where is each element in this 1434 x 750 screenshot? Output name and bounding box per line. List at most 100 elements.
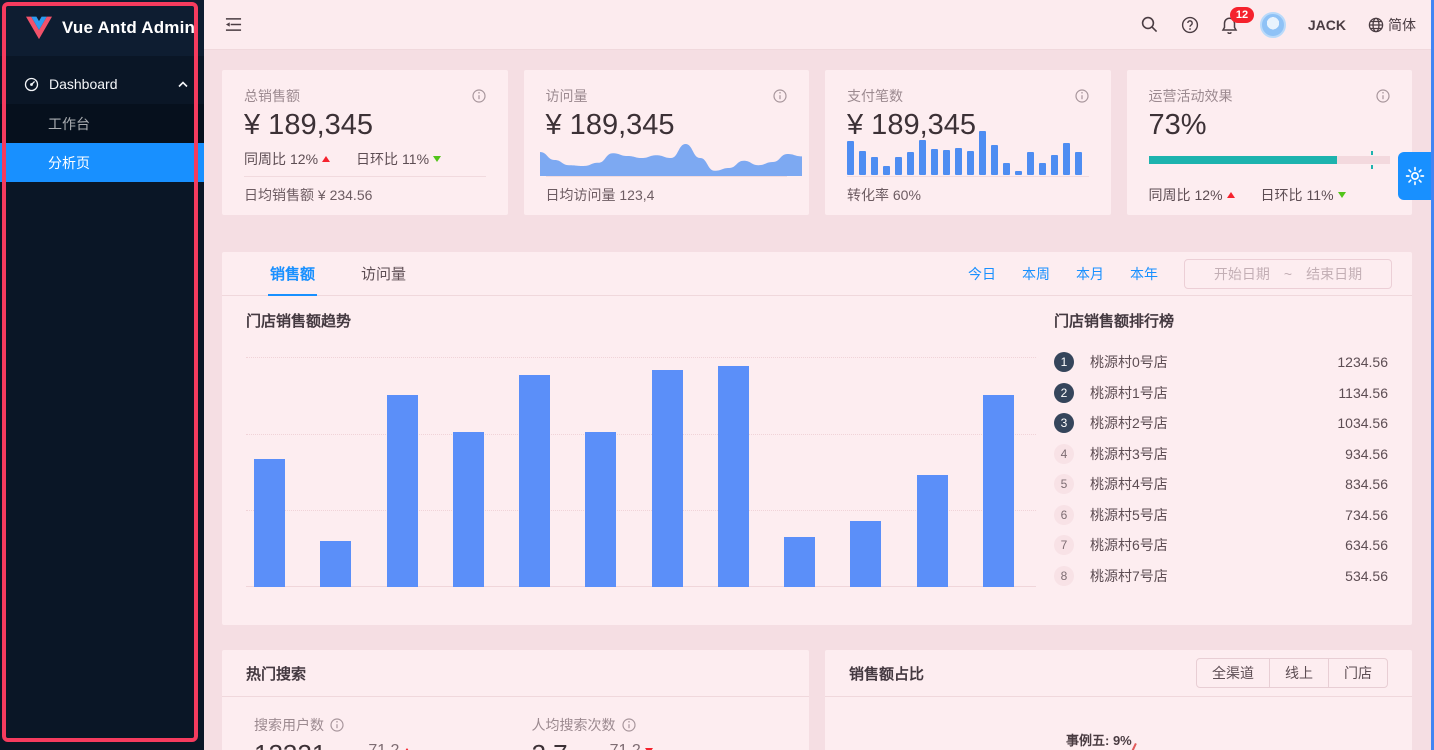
channel-option-全渠道[interactable]: 全渠道 xyxy=(1196,658,1270,688)
right-edge-scrollbar[interactable] xyxy=(1431,0,1434,750)
ranking-row: 1 桃源村0号店 1234.56 xyxy=(1054,347,1388,378)
store-name: 桃源村7号店 xyxy=(1090,567,1168,584)
chart-bar xyxy=(784,536,816,587)
sales-ratio-card: 销售额占比 全渠道 线上 门店 事例五: 9% xyxy=(825,650,1412,750)
chart-bar xyxy=(519,374,551,587)
rank-badge: 4 xyxy=(1054,443,1074,464)
date-separator: ~ xyxy=(1283,265,1293,282)
trend-value: 12% xyxy=(1194,187,1223,203)
start-date-placeholder[interactable]: 开始日期 xyxy=(1213,265,1270,282)
ranking-row: 2 桃源村1号店 1134.56 xyxy=(1054,378,1388,409)
ranking-row: 3 桃源村2号店 1034.56 xyxy=(1054,408,1388,439)
ranking-row: 7 桃源村6号店 634.56 xyxy=(1054,530,1388,561)
notification-bell[interactable]: 12 xyxy=(1221,6,1255,34)
mini-bar xyxy=(991,145,999,175)
sidebar-subitem-分析页[interactable]: 分析页 xyxy=(0,143,204,182)
mini-bar xyxy=(1051,155,1059,175)
quick-link-本月[interactable]: 本月 xyxy=(1076,265,1104,282)
language-switch[interactable]: 简体 xyxy=(1368,15,1416,35)
user-name[interactable]: JACK xyxy=(1307,16,1346,33)
chart-bar xyxy=(717,365,749,587)
sidebar: Vue Antd Admin Dashboard 工作台分析页 xyxy=(0,0,204,750)
arrow-up-icon xyxy=(1226,192,1235,198)
chart-bar xyxy=(916,475,948,587)
tab-sales[interactable]: 销售额 xyxy=(268,251,318,296)
store-name: 桃源村1号店 xyxy=(1090,384,1168,401)
trend-value: 11% xyxy=(1306,187,1334,203)
info-icon[interactable] xyxy=(621,718,636,732)
hot-search-card: 热门搜索 搜索用户数 12321 71.2 人均搜索次数 xyxy=(222,650,809,750)
mini-bar xyxy=(871,156,879,175)
card-footer: 转化率 60% xyxy=(847,176,1089,215)
sidebar-item-dashboard[interactable]: Dashboard xyxy=(0,64,204,104)
rank-badge: 5 xyxy=(1054,474,1074,495)
stat-cards-row: 总销售额 ¥ 189,345 同周比 12% 日环比 11% 日均销售额 ¥ 234… xyxy=(222,70,1412,215)
card-footer: 日均销售额 ¥ 234.56 xyxy=(244,176,486,215)
trend-label: 同周比 xyxy=(1148,187,1191,203)
rank-badge: 2 xyxy=(1054,382,1074,403)
date-range-picker[interactable]: 开始日期 ~ 结束日期 xyxy=(1184,258,1392,289)
chart-bar xyxy=(320,541,352,587)
info-icon[interactable] xyxy=(471,89,486,103)
mini-bar xyxy=(1015,171,1023,175)
tab-visits[interactable]: 访问量 xyxy=(361,266,407,283)
mini-bar xyxy=(1027,152,1035,175)
trend-row: 同周比 12% 日环比 11% xyxy=(1149,185,1391,205)
ranking-row: 8 桃源村7号店 534.56 xyxy=(1054,561,1388,592)
store-name: 桃源村0号店 xyxy=(1090,354,1168,371)
arrow-up-icon xyxy=(322,156,331,162)
app-title: Vue Antd Admin xyxy=(62,18,196,37)
mini-bar xyxy=(955,147,963,175)
mini-bar xyxy=(1039,162,1047,175)
mini-bar xyxy=(931,149,939,175)
chart-bar xyxy=(850,520,882,587)
trend-value: 12% xyxy=(290,151,319,167)
card-value: ¥ 189,345 xyxy=(545,109,675,141)
chevron-up-icon xyxy=(178,80,188,88)
store-sales-value: 834.56 xyxy=(1345,476,1388,493)
mini-bar xyxy=(895,156,903,175)
store-sales-value: 634.56 xyxy=(1345,537,1388,554)
dashboard-icon xyxy=(24,77,39,92)
user-avatar[interactable] xyxy=(1259,11,1286,38)
app-logo-row[interactable]: Vue Antd Admin xyxy=(0,0,204,56)
card-title: 访问量 xyxy=(545,88,588,104)
quick-link-本年[interactable]: 本年 xyxy=(1130,265,1158,282)
help-icon[interactable] xyxy=(1181,16,1199,34)
store-sales-value: 934.56 xyxy=(1345,445,1388,462)
store-sales-value: 1034.56 xyxy=(1337,415,1388,432)
channel-option-线上[interactable]: 线上 xyxy=(1269,658,1329,688)
ranking-row: 4 桃源村3号店 934.56 xyxy=(1054,439,1388,470)
sidebar-subitem-工作台[interactable]: 工作台 xyxy=(48,115,90,132)
chart-bar xyxy=(585,431,617,587)
chart-bar xyxy=(982,395,1014,587)
mini-bar xyxy=(943,150,951,175)
language-label: 简体 xyxy=(1388,16,1416,33)
mini-bar xyxy=(1003,162,1011,175)
store-sales-ranking: 门店销售额排行榜 1 桃源村0号店 1234.56 2 桃源村1号店 1134.56 3 桃源… xyxy=(1054,310,1388,591)
sales-panel-tabbar: 销售额 访问量 今日 本周 本月 本年 开始日期 ~ 结束日期 xyxy=(222,252,1412,296)
progress-target-marker xyxy=(1370,164,1373,169)
channel-option-门店[interactable]: 门店 xyxy=(1328,658,1388,688)
quick-link-本周[interactable]: 本周 xyxy=(1022,265,1050,282)
end-date-placeholder[interactable]: 结束日期 xyxy=(1306,265,1363,282)
info-icon[interactable] xyxy=(773,89,787,103)
info-icon[interactable] xyxy=(330,718,344,732)
mini-bar xyxy=(883,166,891,175)
stat-label: 人均搜索次数 xyxy=(531,717,616,733)
rank-badge: 3 xyxy=(1054,413,1074,434)
menu-fold-icon[interactable] xyxy=(224,16,242,34)
quick-link-今日[interactable]: 今日 xyxy=(968,265,996,282)
info-icon[interactable] xyxy=(1376,89,1390,103)
sidebar-item-label: Dashboard xyxy=(49,76,118,92)
store-name: 桃源村2号店 xyxy=(1090,415,1168,432)
gear-icon xyxy=(1404,165,1426,187)
sidebar-submenu: 工作台分析页 xyxy=(0,104,204,182)
chart-bar xyxy=(452,431,484,587)
search-icon[interactable] xyxy=(1141,16,1159,34)
info-icon[interactable] xyxy=(1074,89,1089,103)
stat-card-campaign: 运营活动效果 73% 同周比 12% 日环比 11% xyxy=(1126,70,1412,215)
card-title: 热门搜索 xyxy=(246,665,307,683)
chart-bar xyxy=(386,395,418,587)
settings-button[interactable] xyxy=(1398,152,1431,200)
